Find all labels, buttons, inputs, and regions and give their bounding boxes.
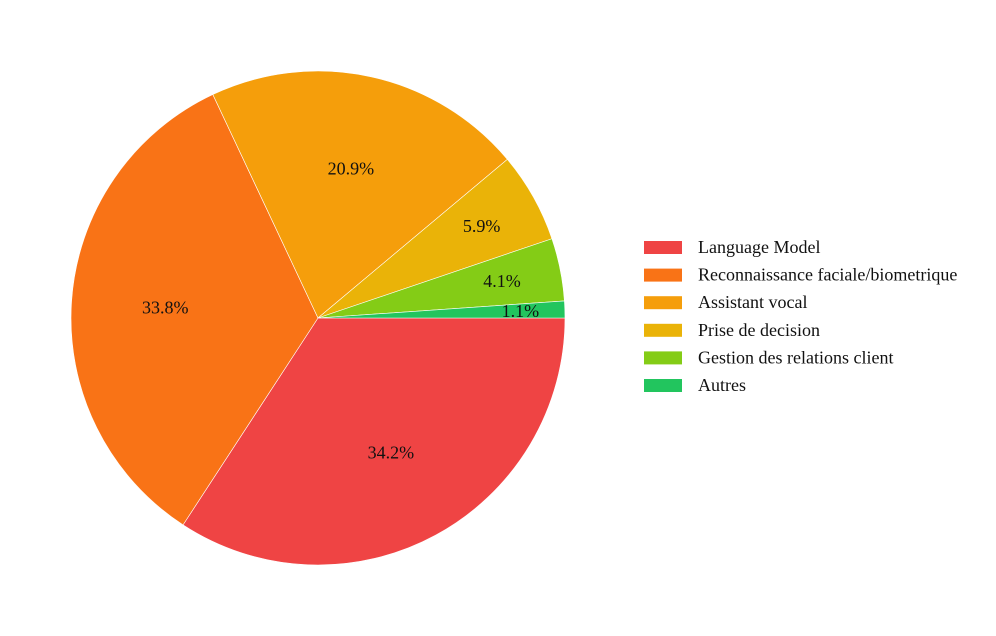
legend-swatch [644,351,682,365]
legend-label: Assistant vocal [698,292,808,312]
slice-percentage-label: 5.9% [463,216,501,236]
legend-label: Autres [698,375,746,395]
legend-item: Prise de decision [644,320,820,340]
legend-label: Gestion des relations client [698,347,893,367]
legend: Language Model Reconnaissance faciale/bio… [644,237,957,395]
legend-swatch [644,268,682,282]
legend-label: Language Model [698,237,820,257]
legend-item: Autres [644,375,746,395]
legend-swatch [644,323,682,337]
pie-slice-language-model [182,317,566,566]
legend-swatch [644,379,682,392]
pie-slices [70,70,566,566]
legend-item: Assistant vocal [644,292,808,312]
slice-percentage-label: 34.2% [368,443,415,463]
pie-percentage-labels: 34.2% 33.8% 20.9% 5.9% 4.1% 1.1% [142,158,539,462]
slice-percentage-label: 4.1% [483,271,521,291]
legend-label: Prise de decision [698,320,820,340]
legend-item: Gestion des relations client [644,347,893,367]
legend-label: Reconnaissance faciale/biometrique [698,265,957,285]
pie-slice-reconnaissance-faciale-biometrique [70,94,319,526]
pie-slice-assistant-vocal [212,70,508,319]
legend-swatch [644,241,682,254]
slice-percentage-label: 20.9% [328,158,375,178]
legend-swatch [644,296,682,310]
slice-percentage-label: 1.1% [502,301,540,321]
legend-item: Language Model [644,237,820,257]
pie-slice-autres [317,300,566,319]
legend-item: Reconnaissance faciale/biometrique [644,265,957,285]
slice-percentage-label: 33.8% [142,297,189,317]
